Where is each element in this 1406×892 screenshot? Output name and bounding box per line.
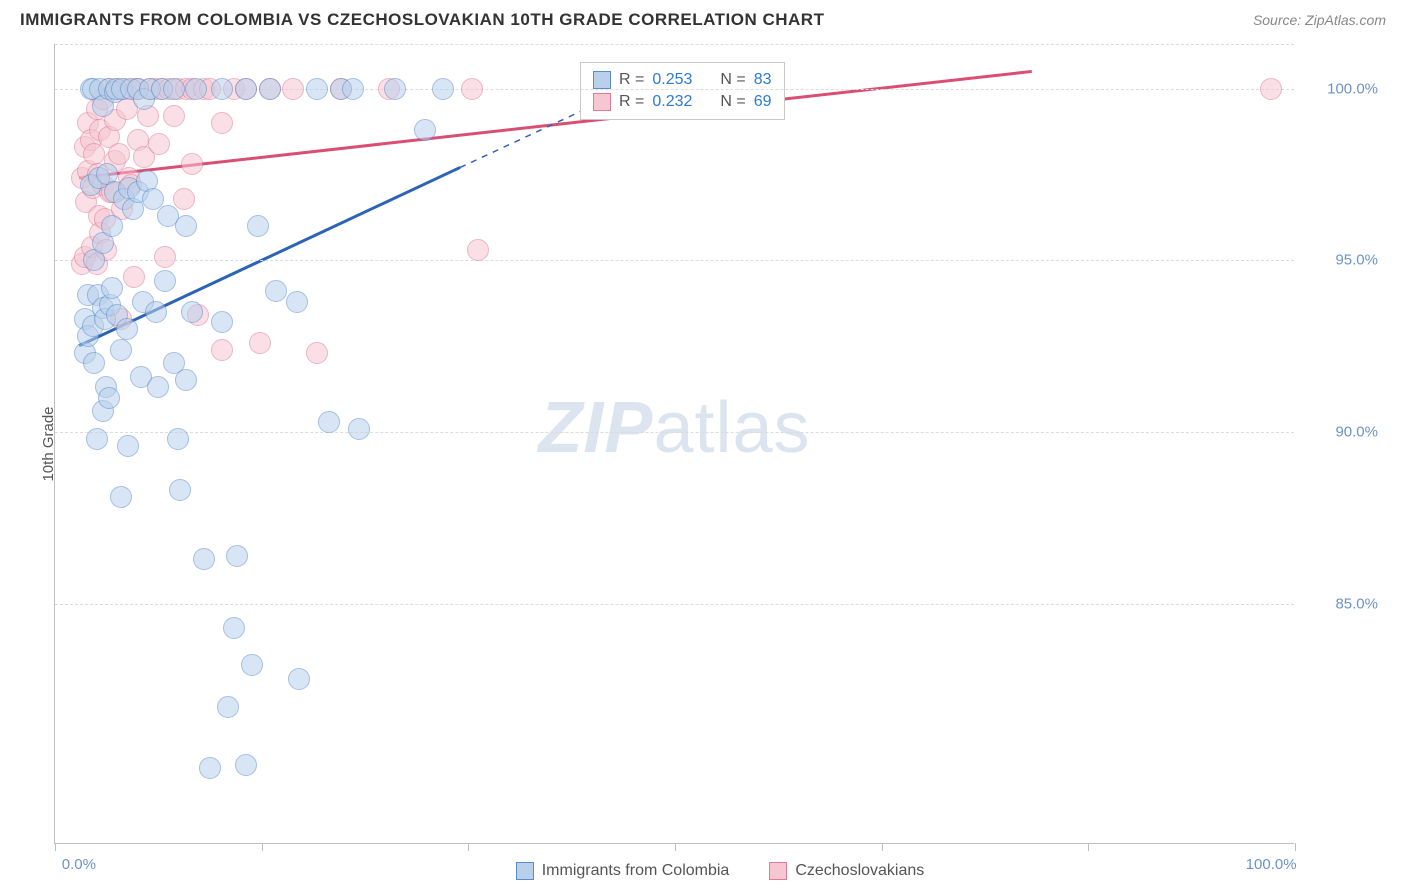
series-a-point: [247, 215, 269, 237]
series-a-point: [348, 418, 370, 440]
series-a-point: [145, 301, 167, 323]
series-b-point: [108, 143, 130, 165]
series-a-swatch-icon: [593, 71, 611, 89]
series-b-point: [154, 246, 176, 268]
series-a-point: [175, 369, 197, 391]
series-a-point: [147, 376, 169, 398]
trend-lines-layer: [55, 44, 1294, 843]
stat-n-value-b: 69: [754, 93, 772, 111]
series-a-point: [110, 486, 132, 508]
series-b-point: [249, 332, 271, 354]
series-a-point: [235, 754, 257, 776]
series-b-point: [123, 266, 145, 288]
series-a-point: [223, 617, 245, 639]
series-a-point: [101, 215, 123, 237]
series-a-point: [181, 301, 203, 323]
grid-line: [55, 604, 1294, 605]
series-b-point: [461, 78, 483, 100]
chart-title: IMMIGRANTS FROM COLOMBIA VS CZECHOSLOVAK…: [20, 10, 824, 30]
series-a-point: [154, 270, 176, 292]
series-a-point: [169, 479, 191, 501]
series-a-point: [414, 119, 436, 141]
stat-r-value-a: 0.253: [652, 71, 692, 89]
series-a-point: [265, 280, 287, 302]
y-tick-label: 95.0%: [1335, 252, 1378, 269]
title-bar: IMMIGRANTS FROM COLOMBIA VS CZECHOSLOVAK…: [0, 0, 1406, 36]
x-tick: [1088, 843, 1089, 851]
legend-label-a: Immigrants from Colombia: [542, 862, 730, 880]
series-a-point: [199, 757, 221, 779]
series-a-point: [318, 411, 340, 433]
series-a-point: [226, 545, 248, 567]
y-tick-label: 85.0%: [1335, 595, 1378, 612]
series-a-point: [185, 78, 207, 100]
series-b-point: [211, 112, 233, 134]
x-tick: [882, 843, 883, 851]
grid-line: [55, 432, 1294, 433]
series-b-point: [148, 133, 170, 155]
legend-item-a: Immigrants from Colombia: [516, 862, 730, 880]
y-tick-label: 100.0%: [1327, 80, 1378, 97]
grid-line: [55, 260, 1294, 261]
series-a-point: [86, 428, 108, 450]
plot-area: 10th Grade ZIPatlas R = 0.253 N = 83 R =…: [54, 44, 1294, 844]
series-a-point: [211, 78, 233, 100]
x-tick: [55, 843, 56, 851]
series-a-point: [306, 78, 328, 100]
series-a-point: [384, 78, 406, 100]
stat-r-label-b: R =: [619, 93, 644, 111]
series-b-swatch-icon: [593, 93, 611, 111]
series-a-point: [83, 352, 105, 374]
series-a-point: [259, 78, 281, 100]
legend-label-b: Czechoslovakians: [795, 862, 924, 880]
x-tick: [262, 843, 263, 851]
series-a-point: [163, 78, 185, 100]
stat-n-value-a: 83: [754, 71, 772, 89]
series-b-point: [173, 188, 195, 210]
grid-line: [55, 44, 1294, 45]
source-name: ZipAtlas.com: [1305, 12, 1386, 28]
series-b-point: [163, 105, 185, 127]
legend: Immigrants from Colombia Czechoslovakian…: [54, 862, 1386, 880]
series-a-point: [116, 318, 138, 340]
series-b-point: [282, 78, 304, 100]
x-tick: [1295, 843, 1296, 851]
series-a-point: [98, 387, 120, 409]
series-a-point: [235, 78, 257, 100]
series-a-point: [342, 78, 364, 100]
series-b-point: [211, 339, 233, 361]
series-a-point: [217, 696, 239, 718]
series-a-point: [286, 291, 308, 313]
series-a-swatch-icon: [516, 862, 534, 880]
series-a-point: [193, 548, 215, 570]
chart-container: 10th Grade ZIPatlas R = 0.253 N = 83 R =…: [54, 44, 1386, 844]
stat-n-label-b: N =: [720, 93, 745, 111]
series-a-point: [211, 311, 233, 333]
series-a-point: [110, 339, 132, 361]
stat-r-value-b: 0.232: [652, 93, 692, 111]
y-tick-label: 90.0%: [1335, 423, 1378, 440]
series-a-point: [175, 215, 197, 237]
stat-r-label-a: R =: [619, 71, 644, 89]
series-b-point: [1260, 78, 1282, 100]
source-prefix: Source:: [1253, 12, 1305, 28]
x-tick: [468, 843, 469, 851]
series-b-point: [306, 342, 328, 364]
stat-n-label-a: N =: [720, 71, 745, 89]
series-a-point: [241, 654, 263, 676]
series-b-point: [467, 239, 489, 261]
x-tick: [675, 843, 676, 851]
legend-item-b: Czechoslovakians: [769, 862, 924, 880]
series-b-swatch-icon: [769, 862, 787, 880]
source-label: Source: ZipAtlas.com: [1253, 12, 1386, 28]
series-b-point: [181, 153, 203, 175]
series-a-point: [101, 277, 123, 299]
series-a-point: [117, 435, 139, 457]
series-a-point: [432, 78, 454, 100]
stats-box: R = 0.253 N = 83 R = 0.232 N = 69: [580, 62, 785, 120]
stats-row-b: R = 0.232 N = 69: [593, 91, 772, 113]
series-a-point: [288, 668, 310, 690]
series-a-point: [167, 428, 189, 450]
